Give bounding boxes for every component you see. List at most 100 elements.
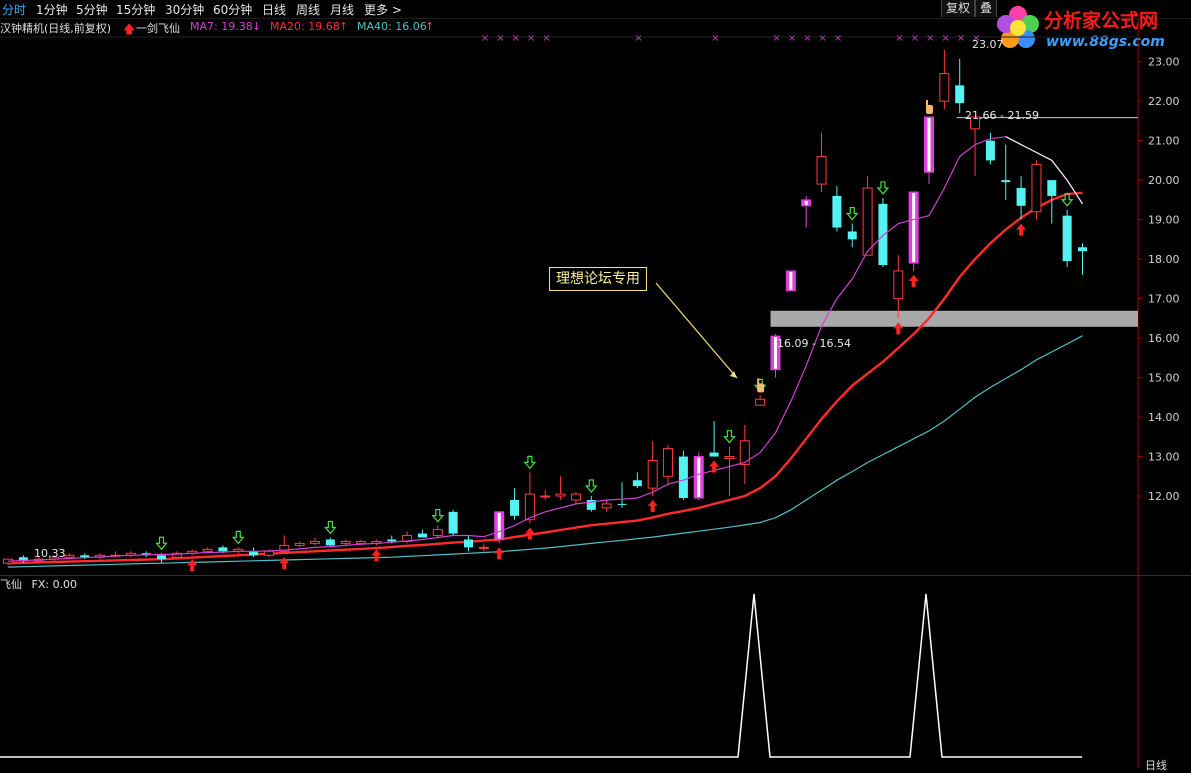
candle-body-inner <box>697 457 701 498</box>
price-tick-label: 22.00 <box>1148 95 1180 108</box>
price-tick-label: 15.00 <box>1148 372 1180 385</box>
buy-arrow-icon <box>494 547 505 560</box>
buy-arrow-icon <box>647 500 658 513</box>
candle-body <box>1016 188 1026 206</box>
candle <box>263 549 274 558</box>
tab-60min[interactable]: 60分钟 <box>213 3 253 17</box>
signal-x-marker: × <box>926 33 934 44</box>
candle <box>325 537 335 548</box>
candle <box>402 531 413 544</box>
range-lower-label: 16.09 - 16.54 <box>777 337 851 350</box>
candle <box>417 529 427 538</box>
candle-body <box>755 398 766 406</box>
candle <box>663 444 674 485</box>
candle <box>310 537 320 546</box>
sell-arrow-icon <box>723 430 736 444</box>
candle <box>64 553 75 560</box>
sell-arrow-icon <box>231 530 245 545</box>
logo-name: 分析家公式网 <box>1044 10 1159 32</box>
tab-1min[interactable]: 1分钟 <box>36 3 68 17</box>
signal-x-marker: × <box>819 33 827 44</box>
sell-arrow-icon <box>431 509 445 523</box>
high-price-label: 23.07 <box>972 38 1004 51</box>
candle-body <box>64 554 75 558</box>
tab-30min[interactable]: 30分钟 <box>165 3 205 17</box>
candle-body <box>494 511 505 540</box>
candle-body <box>647 459 658 489</box>
overlay-button[interactable]: 叠 <box>975 0 998 17</box>
tab-daily[interactable]: 日线 <box>262 3 287 17</box>
indicator-name: 一剑飞仙 <box>136 22 180 35</box>
candle <box>218 545 228 554</box>
signal-x-marker: × <box>957 33 965 44</box>
candle <box>693 452 704 500</box>
candle-body <box>110 554 121 557</box>
candle <box>171 551 182 560</box>
candles <box>3 49 1087 566</box>
candle <box>617 482 627 508</box>
indicator-panel-label: 飞仙 FX: 0.00 <box>0 576 77 592</box>
candle <box>862 176 873 256</box>
candle-body <box>325 539 335 546</box>
tab-more[interactable]: 更多 > <box>364 3 402 17</box>
signal-x-marker: × <box>911 33 919 44</box>
signal-x-marker: × <box>481 33 489 44</box>
candle-body <box>510 499 520 516</box>
signal-x-marker: × <box>496 33 504 44</box>
candle <box>141 551 151 558</box>
candle <box>110 551 121 558</box>
candle-body <box>524 493 535 521</box>
candle <box>878 197 888 268</box>
candle <box>678 450 688 500</box>
tab-timeshare[interactable]: 分时 <box>2 3 27 17</box>
candle <box>249 547 259 558</box>
candle-body <box>724 456 735 460</box>
candle <box>18 555 28 564</box>
candle <box>540 490 551 500</box>
candle <box>801 195 812 228</box>
resistance-zone <box>770 117 1138 327</box>
fuquan-button[interactable]: 复权 <box>941 0 976 17</box>
low-price-label: 10.33 <box>34 547 66 560</box>
candle <box>908 191 919 271</box>
price-tick-label: 16.00 <box>1148 332 1180 345</box>
tab-monthly[interactable]: 月线 <box>330 3 355 17</box>
candle-body <box>310 540 320 544</box>
fx-value: FX: 0.00 <box>31 578 78 591</box>
candle-body <box>340 540 351 544</box>
candle <box>125 551 136 558</box>
signal-x-marker: × <box>834 33 842 44</box>
hand-pointer-icon <box>757 383 765 393</box>
candle <box>1062 209 1072 268</box>
candle-body <box>847 231 857 240</box>
candle <box>1001 144 1011 200</box>
site-logo: 分析家公式网 www.88gs.com <box>994 0 1191 58</box>
candle-body <box>233 548 244 552</box>
sell-arrow-icon <box>324 520 337 535</box>
candle-body <box>739 440 750 465</box>
candle <box>647 440 658 497</box>
candle <box>340 539 351 546</box>
range-upper-label: 21.66 - 21.59 <box>965 109 1039 122</box>
tab-weekly[interactable]: 周线 <box>296 3 321 17</box>
bottom-period-tab[interactable]: 日线 <box>1145 759 1167 772</box>
candle <box>832 186 842 232</box>
candle-body <box>1078 247 1087 252</box>
candle <box>448 509 458 536</box>
signal-x-marker: × <box>527 33 535 44</box>
signal-x-marker: × <box>803 33 811 44</box>
candle-body <box>893 270 904 300</box>
candle-body <box>924 116 934 173</box>
indicator-name-label: 飞仙 <box>0 578 22 591</box>
indicator-panel <box>0 593 1082 758</box>
ma40-value: MA40: 16.06 <box>357 20 427 33</box>
candle-body <box>601 503 612 509</box>
tab-15min[interactable]: 15分钟 <box>116 3 156 17</box>
candle-body <box>294 542 305 546</box>
candle <box>939 49 950 110</box>
candle-body <box>570 493 581 501</box>
annotation-box: 理想论坛专用 <box>549 267 647 291</box>
candle-body <box>555 493 566 497</box>
price-tick-label: 17.00 <box>1148 293 1180 306</box>
tab-5min[interactable]: 5分钟 <box>76 3 108 17</box>
